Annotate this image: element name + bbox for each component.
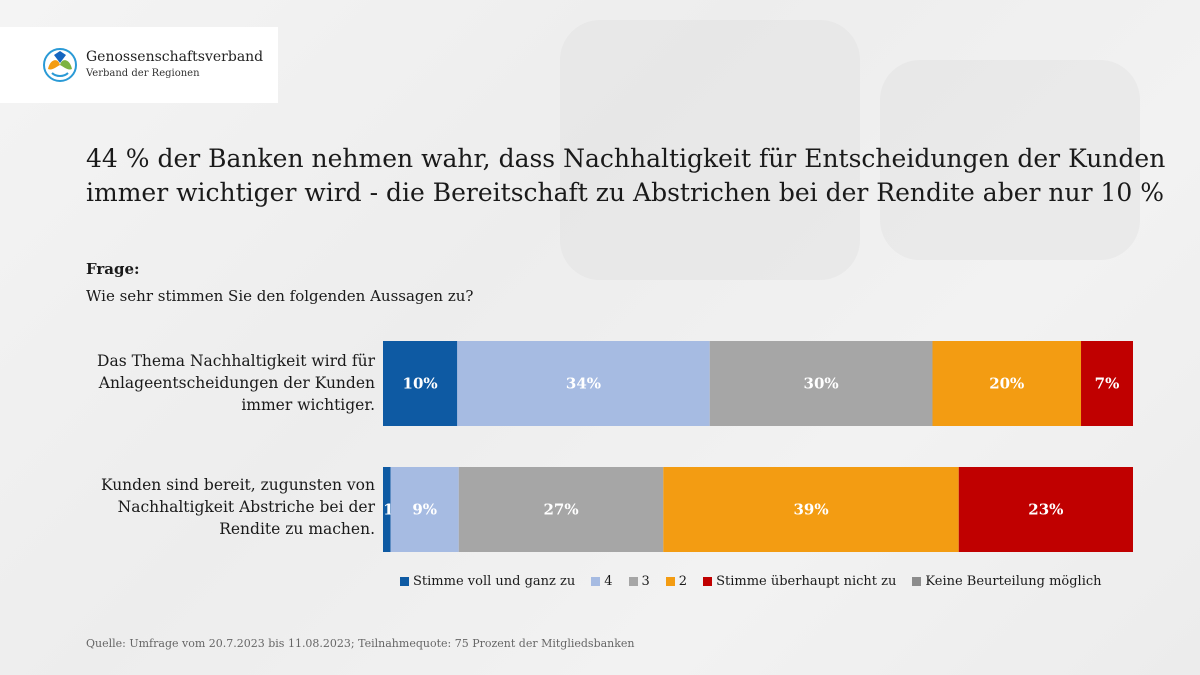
legend-label: Stimme überhaupt nicht zu — [716, 573, 897, 589]
legend-swatch — [400, 576, 409, 586]
bar-segment — [709, 341, 933, 426]
legend-label: 2 — [678, 573, 688, 589]
bar-segment — [458, 467, 664, 552]
bar-segment — [958, 467, 1133, 552]
page-title: 44 % der Banken nehmen wahr, dass Nachha… — [86, 144, 1166, 207]
data-label: 20% — [989, 375, 1024, 393]
legend-item: 3 — [628, 573, 650, 589]
chart-legend: Stimme voll und ganz zu 4 3 2 Stimme überhau… — [400, 572, 1102, 590]
legend-swatch — [665, 576, 675, 586]
logo-icon — [43, 48, 77, 82]
bar-segment — [383, 341, 458, 426]
logo-name: Genossenschaftsverband — [86, 49, 264, 65]
bar-segment — [383, 467, 391, 552]
legend-label: 3 — [641, 573, 650, 589]
legend-swatch — [628, 576, 638, 586]
bar-segment — [932, 341, 1082, 426]
bar-segment — [663, 467, 959, 552]
data-label: 10% — [403, 375, 438, 393]
legend-item: Keine Beurteilung möglich — [912, 573, 1102, 589]
bar-segment — [390, 467, 459, 552]
legend-item: Stimme voll und ganz zu — [400, 574, 575, 589]
data-label: 23% — [1028, 501, 1063, 519]
data-label: 39% — [793, 501, 828, 519]
logo: Genossenschaftsverband Verband der Regio… — [0, 27, 278, 103]
legend-swatch — [591, 576, 601, 586]
data-label: 30% — [804, 375, 839, 393]
logo-subtitle: Verband der Regionen — [86, 68, 200, 79]
background-shape — [560, 20, 860, 280]
legend-item: Stimme überhaupt nicht zu — [703, 574, 896, 589]
question-label: Frage: — [86, 260, 140, 278]
question-text: Wie sehr stimmen Sie den folgenden Aussa… — [86, 287, 474, 305]
bar-segment — [457, 341, 710, 426]
background-shape — [880, 60, 1140, 260]
data-label: 34% — [566, 375, 601, 393]
legend-label: Keine Beurteilung möglich — [925, 573, 1102, 589]
legend-label: Stimme voll und ganz zu — [413, 573, 576, 589]
source-note: Quelle: Umfrage vom 20.7.2023 bis 11.08.… — [86, 637, 635, 650]
data-label: 27% — [543, 501, 578, 519]
data-label: 9% — [412, 501, 437, 519]
category-label: Kunden sind bereit, zugunsten von Nachha… — [100, 476, 375, 538]
legend-swatch — [912, 576, 922, 586]
legend-label: 4 — [604, 573, 613, 589]
data-label: 7% — [1095, 375, 1120, 393]
legend-swatch — [703, 576, 713, 586]
bar-segment — [1081, 341, 1133, 426]
legend-item: 2 — [665, 573, 688, 589]
legend-item: 4 — [591, 573, 613, 589]
category-label: Das Thema Nachhaltigkeit wird für Anlage… — [97, 352, 375, 414]
